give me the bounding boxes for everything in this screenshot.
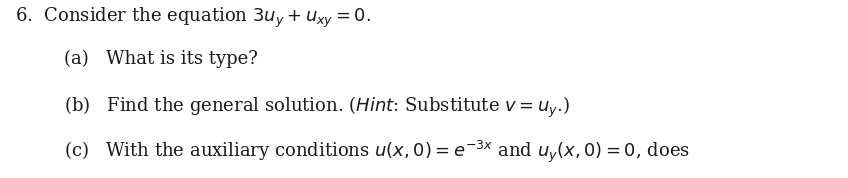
- Text: (b)   Find the general solution. ($\mathit{Hint}$: Substitute $v = u_y$.): (b) Find the general solution. ($\mathit…: [64, 94, 570, 120]
- Text: (c)   With the auxiliary conditions $u(x, 0) = e^{-3x}$ and $u_y(x, 0) = 0$, doe: (c) With the auxiliary conditions $u(x, …: [64, 139, 689, 165]
- Text: (a)   What is its type?: (a) What is its type?: [64, 50, 258, 68]
- Text: 6.  Consider the equation $3u_y + u_{xy} = 0.$: 6. Consider the equation $3u_y + u_{xy} …: [15, 5, 371, 30]
